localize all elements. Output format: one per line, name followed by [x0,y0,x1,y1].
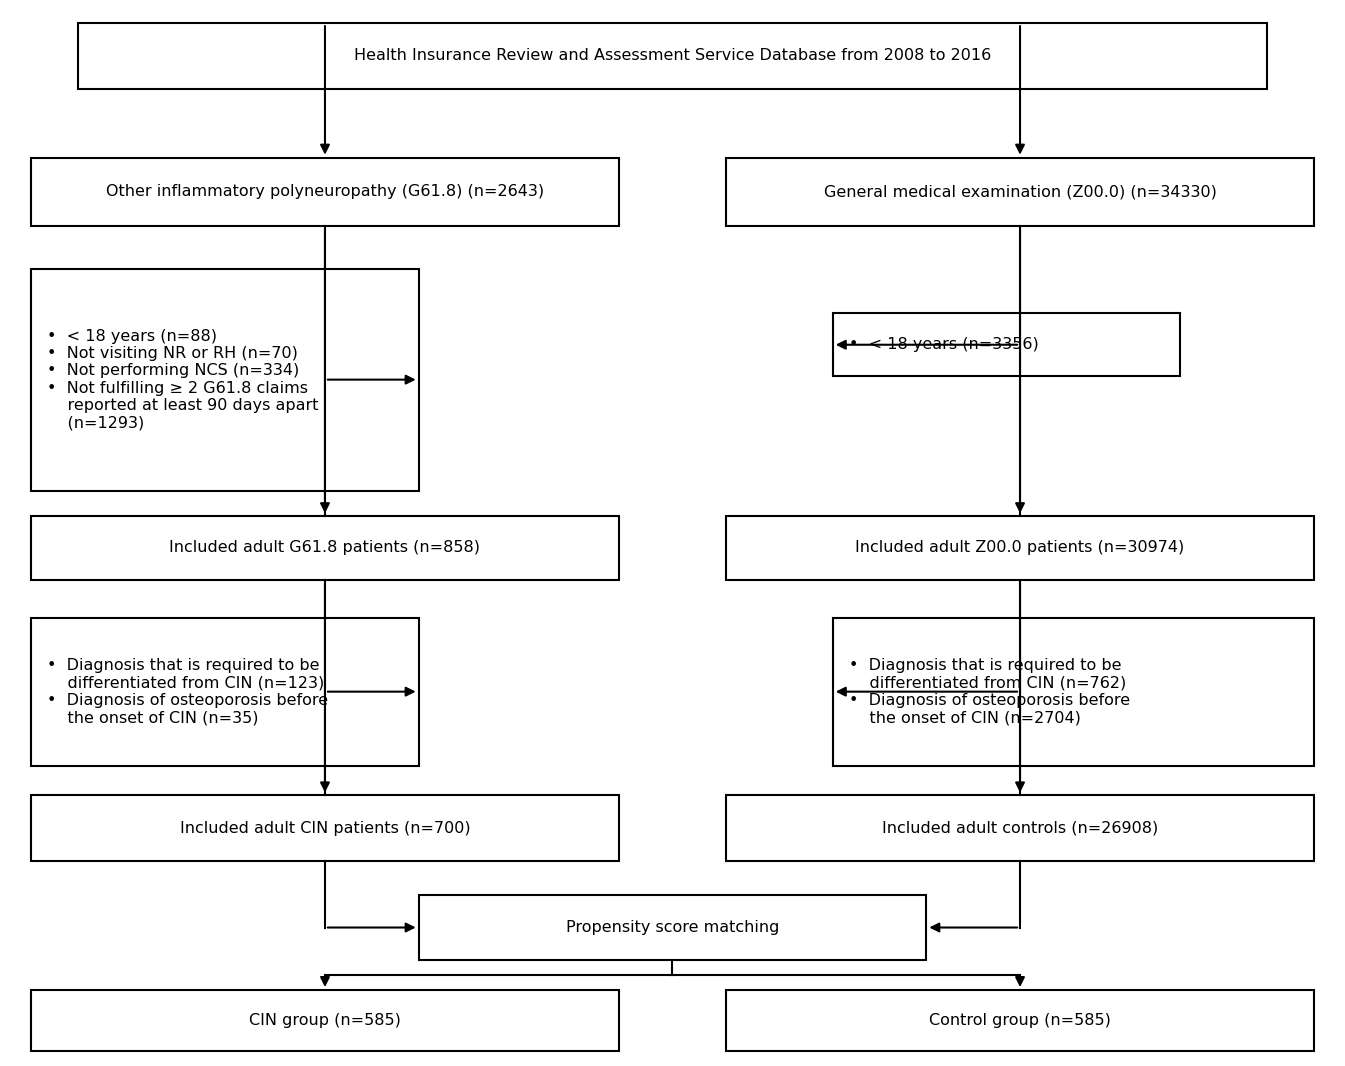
FancyBboxPatch shape [726,990,1314,1051]
Text: Control group (n=585): Control group (n=585) [929,1013,1111,1028]
FancyBboxPatch shape [833,617,1314,765]
Text: Propensity score matching: Propensity score matching [566,920,779,935]
FancyBboxPatch shape [31,990,619,1051]
FancyBboxPatch shape [78,23,1267,88]
Text: CIN group (n=585): CIN group (n=585) [249,1013,401,1028]
Text: Included adult CIN patients (n=700): Included adult CIN patients (n=700) [180,821,471,836]
Text: Included adult G61.8 patients (n=858): Included adult G61.8 patients (n=858) [169,540,480,555]
FancyBboxPatch shape [31,158,619,226]
Text: •  < 18 years (n=3356): • < 18 years (n=3356) [849,337,1038,352]
Text: Included adult controls (n=26908): Included adult controls (n=26908) [882,821,1158,836]
Text: •  Diagnosis that is required to be
    differentiated from CIN (n=762)
•  Diagn: • Diagnosis that is required to be diffe… [849,658,1130,725]
FancyBboxPatch shape [726,158,1314,226]
FancyBboxPatch shape [726,516,1314,580]
Text: Health Insurance Review and Assessment Service Database from 2008 to 2016: Health Insurance Review and Assessment S… [354,48,991,64]
Text: Included adult Z00.0 patients (n=30974): Included adult Z00.0 patients (n=30974) [855,540,1185,555]
Text: •  < 18 years (n=88)
•  Not visiting NR or RH (n=70)
•  Not performing NCS (n=33: • < 18 years (n=88) • Not visiting NR or… [47,328,319,431]
Text: •  Diagnosis that is required to be
    differentiated from CIN (n=123)
•  Diagn: • Diagnosis that is required to be diffe… [47,658,328,725]
FancyBboxPatch shape [31,617,418,765]
FancyBboxPatch shape [31,269,418,490]
FancyBboxPatch shape [726,795,1314,861]
FancyBboxPatch shape [833,313,1181,376]
FancyBboxPatch shape [418,894,927,960]
Text: Other inflammatory polyneuropathy (G61.8) (n=2643): Other inflammatory polyneuropathy (G61.8… [106,184,543,199]
Text: General medical examination (Z00.0) (n=34330): General medical examination (Z00.0) (n=3… [823,184,1216,199]
FancyBboxPatch shape [31,795,619,861]
FancyBboxPatch shape [31,516,619,580]
